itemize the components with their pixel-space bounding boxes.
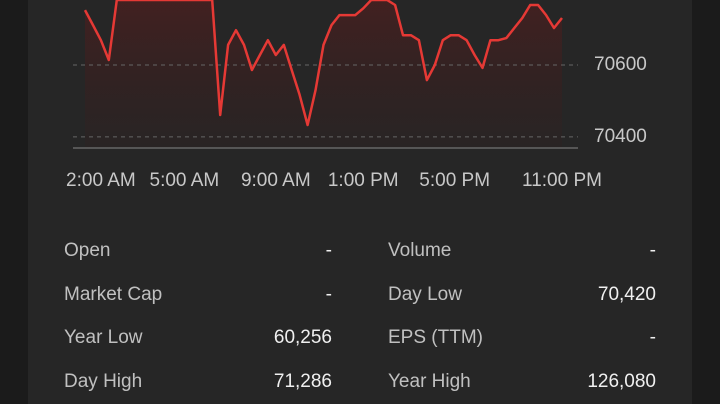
stat-value: - xyxy=(650,327,656,348)
stat-label: Year High xyxy=(388,371,471,392)
stat-value: - xyxy=(326,284,332,305)
stat-label: EPS (TTM) xyxy=(388,327,483,348)
stat-value: - xyxy=(650,240,656,261)
x-tick-label: 5:00 PM xyxy=(419,170,490,191)
area xyxy=(85,0,562,148)
stat-value: - xyxy=(326,240,332,261)
stat-value: 71,286 xyxy=(274,371,332,392)
x-tick-label: 1:00 PM xyxy=(328,170,399,191)
x-tick-label: 11:00 PM xyxy=(522,170,602,191)
stat-value: 60,256 xyxy=(274,327,332,348)
stat-value: 126,080 xyxy=(587,371,656,392)
x-tick-label: 9:00 AM xyxy=(241,170,311,191)
stat-label: Market Cap xyxy=(64,284,162,305)
stat-value: 70,420 xyxy=(598,284,656,305)
stat-label: Volume xyxy=(388,240,451,261)
y-tick-label: 70600 xyxy=(594,54,647,75)
price-line xyxy=(83,0,563,127)
stat-label: Day High xyxy=(64,371,142,392)
stat-label: Year Low xyxy=(64,327,143,348)
x-tick-label: 2:00 AM xyxy=(66,170,136,191)
stat-label: Open xyxy=(64,240,110,261)
x-tick-label: 5:00 AM xyxy=(150,170,220,191)
stat-label: Day Low xyxy=(388,284,462,305)
y-tick-label: 70400 xyxy=(594,126,647,147)
